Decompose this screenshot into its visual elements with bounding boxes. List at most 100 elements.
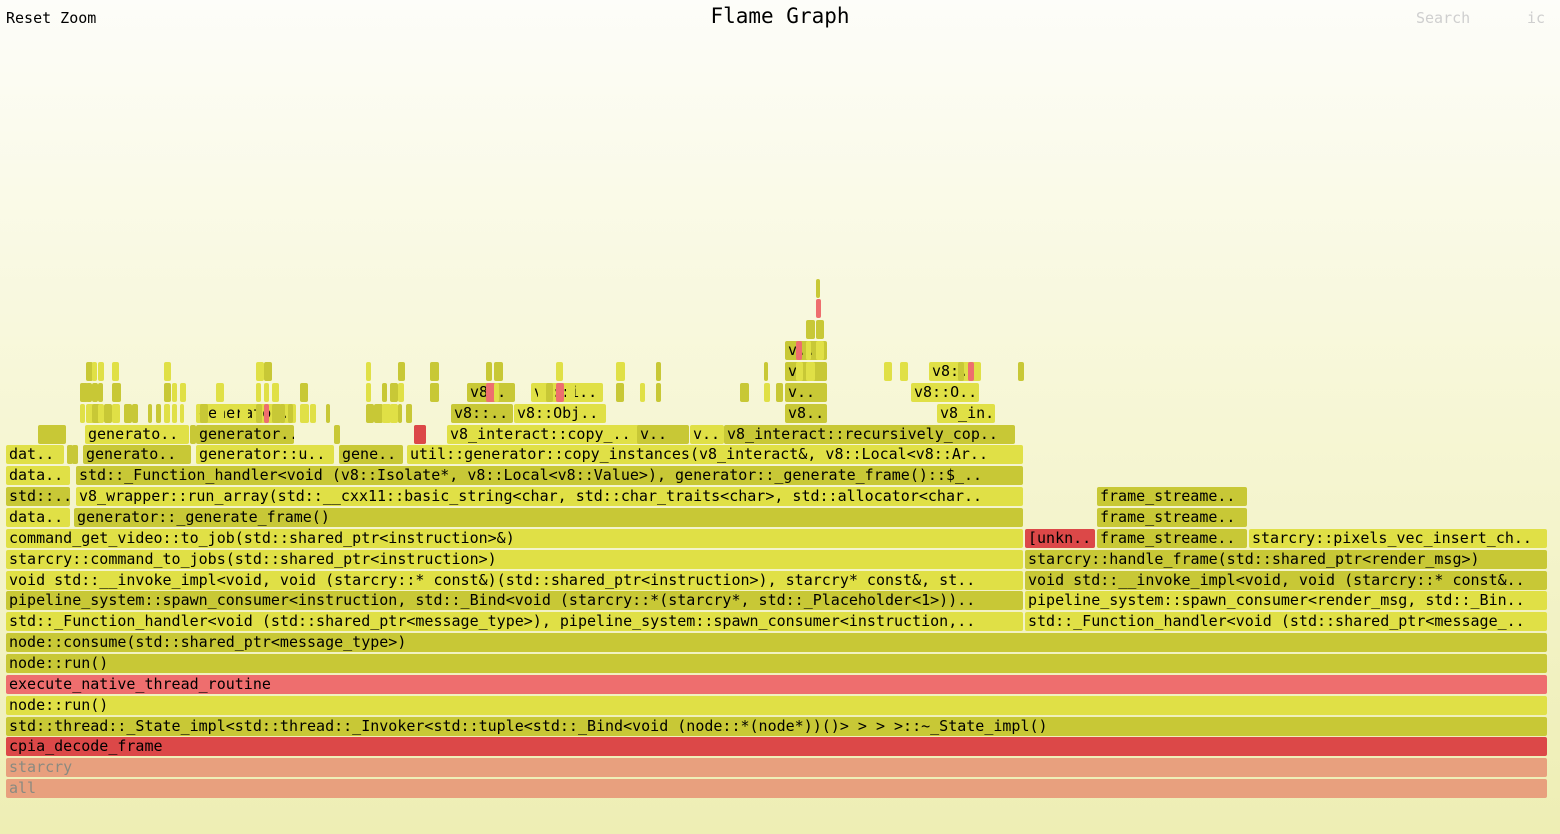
flame-frame-unlabeled[interactable]: [776, 382, 783, 402]
flame-frame-unlabeled[interactable]: [390, 382, 398, 402]
flame-frame[interactable]: data..: [6, 466, 70, 486]
flame-frame[interactable]: generato..: [83, 445, 191, 465]
flame-frame-unlabeled[interactable]: [67, 445, 73, 465]
ignore-case-toggle[interactable]: ic: [1527, 9, 1546, 27]
flame-frame-unlabeled[interactable]: [494, 362, 503, 381]
flame-frame-unlabeled[interactable]: [796, 341, 802, 361]
flame-frame[interactable]: generator::_generate_frame(): [74, 507, 1023, 527]
flame-frame-unlabeled[interactable]: [104, 403, 112, 423]
flame-frame-unlabeled[interactable]: [38, 424, 66, 444]
flame-frame-unlabeled[interactable]: [72, 445, 78, 465]
flame-frame-unlabeled[interactable]: [300, 382, 308, 402]
flame-frame-unlabeled[interactable]: [740, 382, 749, 402]
flame-frame-unlabeled[interactable]: [382, 382, 387, 402]
flame-frame[interactable]: v..: [690, 424, 724, 444]
flame-frame-unlabeled[interactable]: [148, 403, 152, 423]
flame-frame-unlabeled[interactable]: [256, 382, 261, 402]
flame-frame-unlabeled[interactable]: [486, 362, 492, 381]
flame-frame[interactable]: execute_native_thread_routine: [6, 674, 1547, 694]
flame-frame-unlabeled[interactable]: [216, 403, 224, 423]
flame-frame[interactable]: util::generator::copy_instances(v8_inter…: [407, 445, 1023, 465]
flame-frame-unlabeled[interactable]: [374, 403, 383, 423]
flame-frame-unlabeled[interactable]: [546, 382, 553, 402]
flame-frame-unlabeled[interactable]: [190, 424, 196, 444]
flame-frame-unlabeled[interactable]: [310, 403, 316, 423]
flame-frame-unlabeled[interactable]: [816, 362, 825, 381]
flame-frame-unlabeled[interactable]: [172, 403, 177, 423]
flame-frame[interactable]: starcry: [6, 758, 1547, 778]
flame-frame-unlabeled[interactable]: [900, 362, 908, 381]
flame-frame-unlabeled[interactable]: [796, 362, 803, 381]
flame-frame[interactable]: std::..: [6, 487, 70, 507]
flame-frame[interactable]: v8_interact::copy_..: [447, 424, 640, 444]
flame-frame-unlabeled[interactable]: [640, 382, 645, 402]
reset-zoom-button[interactable]: Reset Zoom: [6, 9, 97, 27]
flame-frame[interactable]: command_get_video::to_job(std::shared_pt…: [6, 528, 1023, 548]
flame-frame-unlabeled[interactable]: [264, 362, 272, 381]
flame-frame-unlabeled[interactable]: [92, 382, 98, 402]
flame-frame-unlabeled[interactable]: [816, 341, 824, 361]
flame-frame[interactable]: node::consume(std::shared_ptr<message_ty…: [6, 633, 1547, 652]
flame-frame-unlabeled[interactable]: [92, 362, 97, 381]
flame-frame-unlabeled[interactable]: [326, 403, 330, 423]
flame-frame[interactable]: data..: [6, 507, 70, 527]
flame-frame[interactable]: generator::u..: [196, 445, 334, 465]
flame-frame-unlabeled[interactable]: [958, 362, 964, 381]
flame-frame-unlabeled[interactable]: [272, 382, 279, 402]
flame-frame[interactable]: v8::Obj..: [514, 403, 606, 423]
flame-frame-unlabeled[interactable]: [430, 362, 439, 381]
flame-frame-unlabeled[interactable]: [566, 382, 575, 402]
flame-frame-unlabeled[interactable]: [92, 403, 101, 423]
flame-frame-unlabeled[interactable]: [556, 362, 563, 381]
flame-frame[interactable]: std::_Function_handler<void (v8::Isolate…: [76, 466, 1023, 486]
flame-frame-unlabeled[interactable]: [806, 341, 811, 361]
flame-frame-unlabeled[interactable]: [172, 382, 177, 402]
flame-frame[interactable]: v8_wrapper::run_array(std::__cxx11::basi…: [76, 487, 1023, 507]
flame-frame-unlabeled[interactable]: [164, 403, 170, 423]
flame-frame[interactable]: void std::__invoke_impl<void, void (star…: [6, 570, 1023, 590]
flame-frame-unlabeled[interactable]: [494, 382, 499, 402]
flame-frame-unlabeled[interactable]: [430, 382, 439, 402]
flame-frame-unlabeled[interactable]: [216, 382, 224, 402]
flame-frame[interactable]: v..: [637, 424, 689, 444]
flame-frame-unlabeled[interactable]: [538, 382, 547, 402]
flame-frame-unlabeled[interactable]: [240, 403, 248, 423]
flame-frame-unlabeled[interactable]: [124, 403, 132, 423]
flame-frame[interactable]: gene..: [339, 445, 403, 465]
flame-frame-unlabeled[interactable]: [414, 424, 426, 444]
flame-frame-unlabeled[interactable]: [180, 382, 186, 402]
flame-frame[interactable]: frame_streame..: [1097, 507, 1247, 527]
flame-frame[interactable]: pipeline_system::spawn_consumer<instruct…: [6, 591, 1023, 611]
flame-frame-unlabeled[interactable]: [406, 403, 412, 423]
flame-frame-unlabeled[interactable]: [264, 382, 269, 402]
flame-frame-unlabeled[interactable]: [86, 403, 94, 423]
flame-frame-unlabeled[interactable]: [98, 403, 104, 423]
flame-frame[interactable]: v8..: [785, 403, 827, 423]
flame-frame-unlabeled[interactable]: [256, 403, 262, 423]
flame-frame-unlabeled[interactable]: [764, 382, 770, 402]
flame-frame[interactable]: pipeline_system::spawn_consumer<render_m…: [1025, 591, 1547, 611]
flame-frame-unlabeled[interactable]: [98, 382, 103, 402]
flame-frame-unlabeled[interactable]: [156, 403, 161, 423]
flame-frame-unlabeled[interactable]: [98, 362, 104, 381]
flame-frame-unlabeled[interactable]: [398, 382, 404, 402]
flame-frame-unlabeled[interactable]: [382, 403, 391, 423]
flame-frame-unlabeled[interactable]: [806, 320, 815, 340]
flame-frame-unlabeled[interactable]: [486, 382, 495, 402]
flame-frame-unlabeled[interactable]: [164, 382, 171, 402]
flame-frame-unlabeled[interactable]: [816, 320, 824, 340]
flame-frame-unlabeled[interactable]: [398, 403, 402, 423]
flame-frame-unlabeled[interactable]: [390, 403, 398, 423]
flame-frame-unlabeled[interactable]: [180, 403, 184, 423]
flame-frame[interactable]: [unkn..: [1025, 528, 1095, 548]
flame-frame[interactable]: v8_interact::recursively_cop..: [724, 424, 1015, 444]
flame-frame-unlabeled[interactable]: [968, 362, 974, 381]
flame-frame[interactable]: std::thread::_State_impl<std::thread::_I…: [6, 716, 1547, 736]
flame-frame-unlabeled[interactable]: [816, 278, 820, 298]
flame-frame-unlabeled[interactable]: [616, 362, 625, 381]
flame-frame-unlabeled[interactable]: [264, 403, 269, 423]
flame-frame-unlabeled[interactable]: [334, 424, 340, 444]
flame-frame-unlabeled[interactable]: [366, 403, 374, 423]
search-button[interactable]: Search: [1416, 9, 1471, 27]
flame-frame[interactable]: void std::__invoke_impl<void, void (star…: [1025, 570, 1547, 590]
